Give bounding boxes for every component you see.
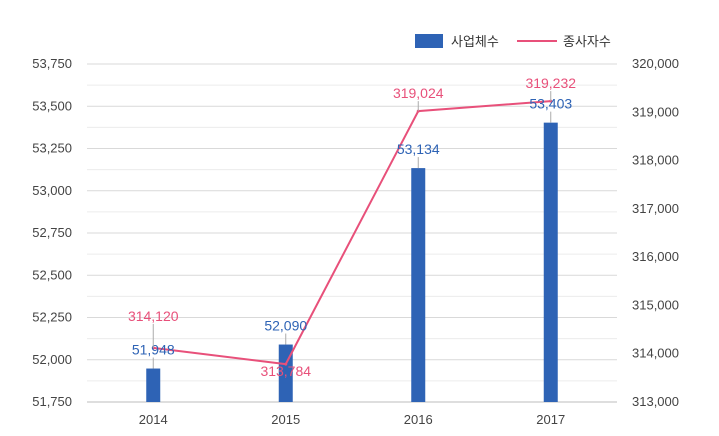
right-tick-label: 320,000 [632,56,679,71]
bar-data-label: 53,134 [397,141,440,157]
left-tick-label: 53,500 [32,98,72,113]
right-tick-label: 314,000 [632,346,679,361]
bar-data-label: 52,090 [264,318,307,334]
employees-line [153,100,551,366]
left-tick-label: 52,750 [32,225,72,240]
line-point [284,362,288,366]
bar [146,368,161,402]
bar-data-label: 51,948 [132,342,175,358]
right-axis-ticks: 313,000 314,000 315,000 316,000 317,000 318,0… [632,56,679,409]
bar-series [146,122,558,402]
x-axis-ticks: 2014 2015 2016 2017 [139,412,565,427]
line-data-label: 319,232 [525,75,576,91]
left-tick-label: 52,000 [32,352,72,367]
left-tick-label: 51,750 [32,394,72,409]
x-tick-label: 2017 [536,412,565,427]
left-tick-label: 53,750 [32,56,72,71]
right-tick-label: 313,000 [632,394,679,409]
right-tick-label: 316,000 [632,249,679,264]
x-tick-label: 2016 [404,412,433,427]
left-tick-label: 52,250 [32,310,72,325]
line-series [151,99,553,366]
left-tick-label: 53,250 [32,141,72,156]
legend-bar-label: 사업체수 [451,35,499,50]
left-tick-label: 53,000 [32,183,72,198]
line-data-label: 319,024 [393,85,444,101]
left-axis-ticks: 51,750 52,000 52,250 52,500 52,750 53,000 53,2… [32,56,72,409]
x-tick-label: 2014 [139,412,168,427]
right-tick-label: 317,000 [632,201,679,216]
legend: 사업체수 종사자수 [415,34,611,50]
legend-line-label: 종사자수 [563,35,611,50]
right-tick-label: 315,000 [632,297,679,312]
right-tick-label: 318,000 [632,153,679,168]
legend-bar-swatch [415,34,443,48]
gridlines [87,63,617,403]
left-tick-label: 52,500 [32,267,72,282]
right-tick-label: 319,000 [632,104,679,119]
bar-data-label: 53,403 [529,96,572,112]
line-data-label: 314,120 [128,308,179,324]
bar [543,122,558,402]
x-tick-label: 2015 [271,412,300,427]
line-data-label: 313,784 [260,363,311,379]
bar [411,168,426,402]
data-labels: 51,948 52,090 53,134 53,403 314,120 313,784 31… [128,75,576,379]
